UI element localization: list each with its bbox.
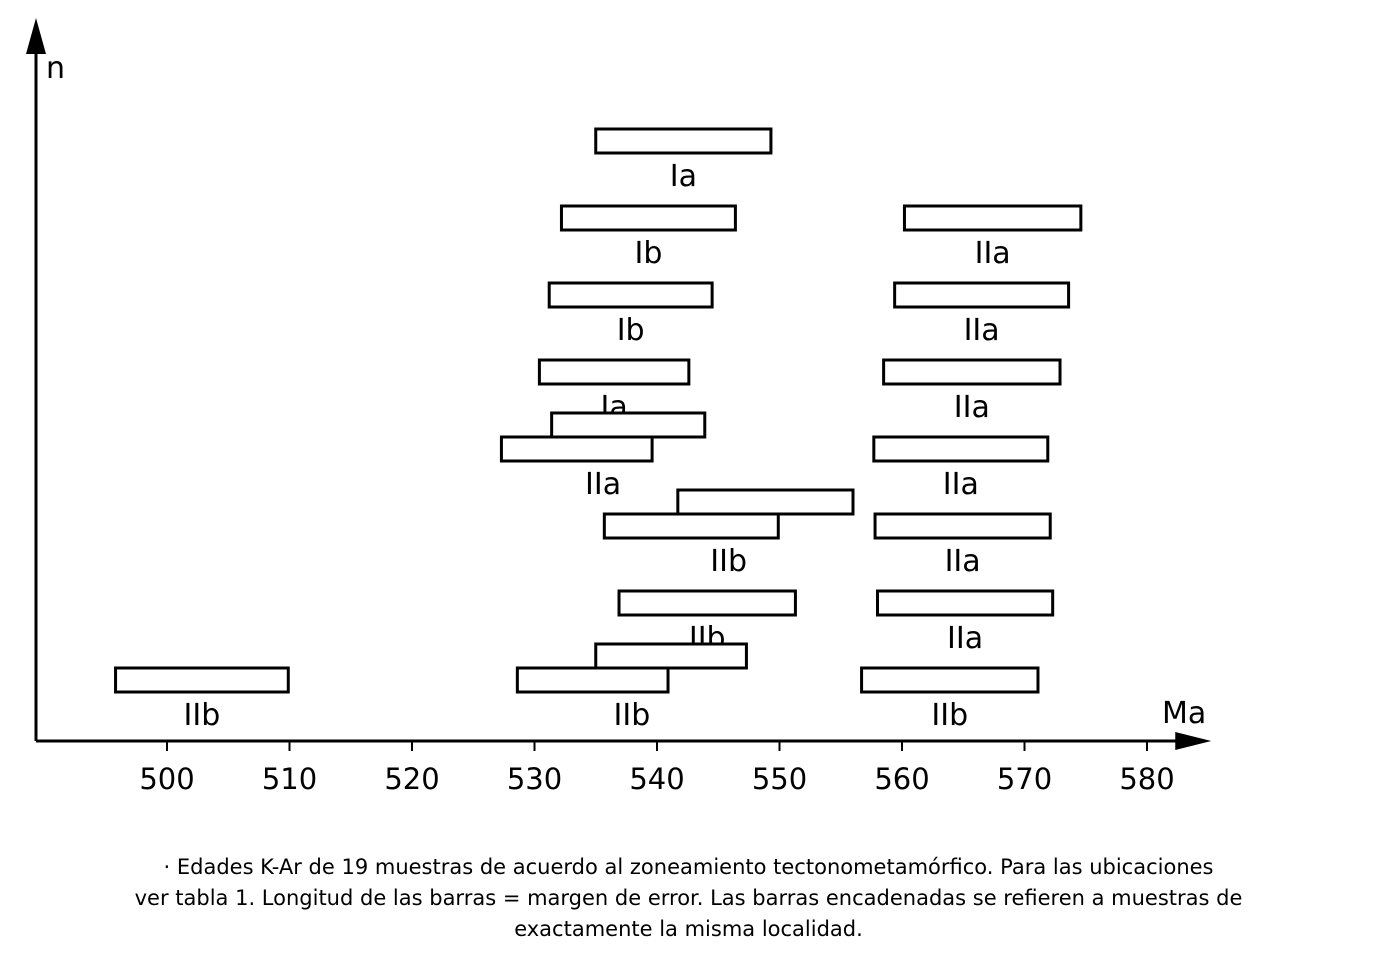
figure-caption: · Edades K-Ar de 19 muestras de acuerdo … [0,852,1377,945]
caption-line-1: · Edades K-Ar de 19 muestras de acuerdo … [163,855,1214,879]
bar-label: IIa [964,313,1000,348]
bar-label: IIa [954,390,990,425]
error-bar [860,666,1040,694]
bar-group: Ia [594,127,773,194]
bar-label: IIa [975,236,1011,271]
bar-label: IIb [931,698,968,733]
axes: n Ma [26,18,1212,750]
x-tick-label: 540 [629,762,684,796]
bar-group: IIa [893,281,1071,348]
bar-group: Ib [547,281,714,348]
bar-group: IIb [860,666,1040,733]
bar-label: IIa [585,467,621,502]
x-tick-label: 510 [262,762,317,796]
bar-group: IIa [882,358,1062,425]
x-tick-label: 570 [997,762,1052,796]
x-tick-label: 530 [507,762,562,796]
error-bar [882,358,1062,386]
bar-group: IIa [902,204,1083,271]
caption-line-2: ver tabla 1. Longitud de las barras = ma… [134,886,1243,910]
x-tick-label: 520 [384,762,439,796]
x-tick-label: 500 [139,762,194,796]
chart: nMa 500 510 520 530 540 550 560 570 580 IaIbIbIa… [26,18,1212,796]
linked-bar-pair: IIb [515,642,748,733]
error-bar [872,435,1050,463]
x-axis-arrow [1175,732,1212,750]
bar-label: Ia [670,159,697,194]
error-bar [902,204,1083,232]
y-axis-label: n [46,51,65,86]
x-tick-label: 580 [1119,762,1174,796]
caption-line-3: exactamente la misma localidad. [514,917,863,941]
error-bar-upper [594,642,748,670]
bar-group: IIa [876,589,1055,656]
error-bar [876,589,1055,617]
bar-label: IIb [710,544,747,579]
error-bar-upper [550,411,707,439]
bar-group: IIb [114,666,290,733]
error-bar [893,281,1071,309]
bar-label: IIb [614,698,651,733]
error-bar [559,204,737,232]
error-bar-lower [602,512,780,540]
x-tick-label: 560 [874,762,929,796]
error-bar-lower [515,666,670,694]
error-bar-lower [499,435,654,463]
linked-bar-pair: IIb [602,488,855,579]
y-axis-arrow [26,18,46,54]
linked-bar-pair: IIa [499,411,707,502]
error-bar [547,281,714,309]
bar-label: IIa [947,621,983,656]
bar-label: IIb [184,698,221,733]
x-tick-label: 550 [752,762,807,796]
error-bar [114,666,290,694]
x-ticks: 500 510 520 530 540 550 560 570 580 [139,741,1175,796]
bar-label: Ib [634,236,662,271]
error-bar [594,127,773,155]
bar-group: IIa [873,512,1052,579]
error-bar [537,358,691,386]
error-bar [617,589,797,617]
bar-group: Ib [559,204,737,271]
error-bar-upper [676,488,855,516]
bar-label: IIa [943,467,979,502]
bar-label: Ib [617,313,645,348]
bar-group: IIa [872,435,1050,502]
x-axis-label: Ma [1162,696,1206,731]
bar-label: IIa [945,544,981,579]
error-bar [873,512,1052,540]
